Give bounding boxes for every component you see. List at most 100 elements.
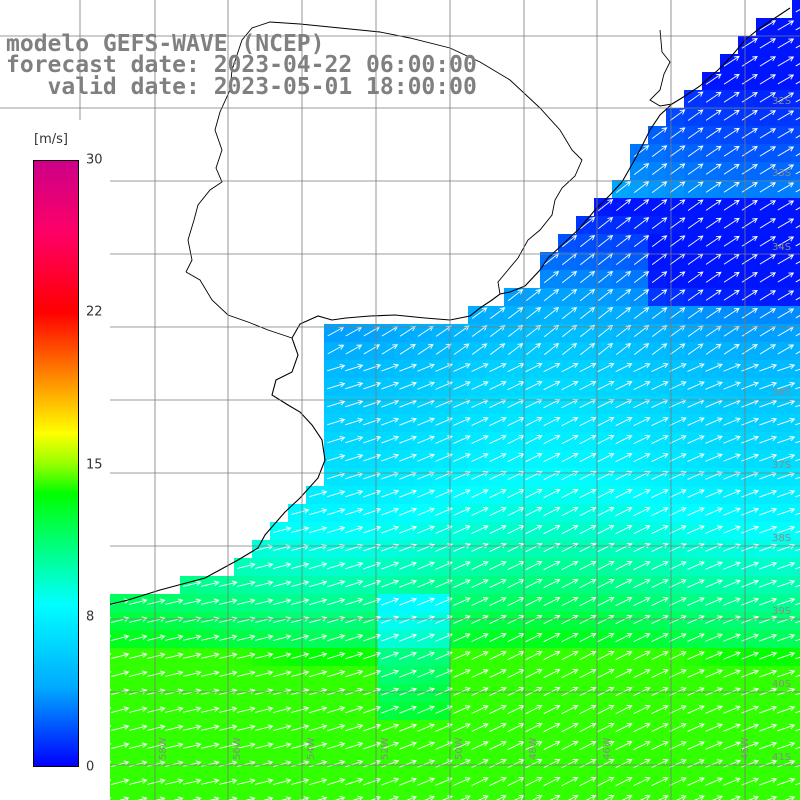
wind-arrow	[345, 777, 364, 786]
wind-arrow	[633, 723, 651, 733]
wind-cell	[792, 0, 800, 19]
wind-arrow	[453, 705, 471, 714]
wind-arrow	[363, 507, 382, 516]
wind-cell	[792, 252, 800, 271]
wind-arrow	[345, 381, 364, 390]
wind-arrow	[399, 489, 418, 498]
wind-arrow	[759, 92, 777, 103]
wind-arrow	[561, 596, 579, 607]
wind-arrow	[687, 381, 705, 390]
wind-arrow	[723, 163, 740, 175]
wind-arrow	[741, 561, 760, 570]
wind-arrow	[489, 363, 507, 372]
wind-arrow	[453, 777, 471, 786]
latitude-label: 41S	[772, 752, 791, 763]
wind-arrow	[155, 796, 166, 800]
wind-arrow	[129, 760, 148, 767]
wind-arrow	[705, 453, 723, 462]
wind-cell	[198, 792, 217, 800]
wind-arrow	[544, 306, 560, 320]
wind-arrow	[111, 652, 130, 659]
wind-arrow	[579, 452, 597, 463]
wind-cell	[162, 792, 181, 800]
wind-arrow	[669, 777, 687, 786]
wind-arrow	[237, 580, 256, 587]
wind-arrow	[633, 759, 651, 769]
wind-arrow	[651, 705, 669, 714]
wind-cell	[684, 792, 703, 800]
wind-arrow	[669, 127, 686, 139]
wind-arrow	[201, 634, 220, 641]
wind-arrow	[399, 723, 418, 732]
wind-arrow	[489, 507, 507, 516]
wind-arrow	[723, 363, 741, 372]
wind-arrow	[598, 342, 614, 356]
wind-cell	[522, 792, 541, 800]
wind-arrow	[687, 579, 705, 588]
wind-arrow	[489, 777, 507, 786]
wind-arrow	[255, 634, 274, 641]
wind-vectors	[3, 9, 800, 800]
wind-arrow	[381, 381, 400, 390]
wind-arrow	[615, 561, 633, 571]
wind-arrow	[525, 579, 543, 589]
wind-arrow	[291, 526, 310, 534]
wind-arrow	[705, 307, 722, 319]
wind-arrow	[615, 777, 633, 787]
wind-arrow	[525, 307, 542, 320]
wind-arrow	[777, 363, 796, 372]
wind-arrow	[580, 342, 596, 356]
wind-arrow	[741, 507, 760, 516]
wind-arrow	[615, 705, 633, 715]
wind-arrow	[129, 724, 148, 731]
latitude-label: 40S	[772, 679, 791, 690]
wind-arrow	[255, 670, 274, 677]
wind-arrow	[651, 307, 668, 319]
wind-arrow	[507, 289, 524, 302]
wind-arrow	[435, 325, 452, 337]
wind-arrow	[165, 598, 184, 605]
wind-arrow	[795, 728, 800, 732]
wind-arrow	[795, 135, 800, 139]
wind-arrow	[453, 669, 471, 678]
wind-arrow	[777, 218, 795, 229]
wind-arrow	[129, 778, 148, 785]
wind-arrow	[723, 597, 741, 606]
wind-arrow	[741, 38, 758, 49]
wind-arrow	[705, 271, 722, 283]
colorbar-tick-30: 30	[86, 152, 103, 168]
wind-arrow	[111, 742, 130, 749]
wind-arrow	[633, 181, 650, 194]
wind-arrow	[525, 669, 543, 679]
wind-arrow	[543, 560, 561, 571]
wind-arrow	[795, 530, 800, 534]
wind-arrow	[543, 398, 561, 409]
wind-arrow	[561, 362, 579, 373]
wind-arrow	[273, 580, 292, 587]
wind-arrow	[777, 489, 796, 498]
wind-arrow	[417, 489, 435, 498]
wind-arrow	[669, 199, 686, 211]
wind-arrow	[399, 705, 418, 714]
wind-arrow	[795, 656, 800, 660]
wind-cell	[792, 18, 800, 37]
wind-arrow	[453, 435, 471, 444]
wind-arrow	[561, 560, 579, 571]
wind-arrow	[777, 182, 795, 193]
wind-arrow	[723, 777, 741, 786]
latitude-label: 33S	[772, 168, 791, 179]
wind-arrow	[669, 217, 686, 229]
wind-cell	[792, 180, 800, 199]
wind-arrow	[580, 324, 596, 338]
wind-arrow	[309, 670, 328, 678]
wind-cell	[792, 432, 800, 451]
wind-arrow	[579, 398, 597, 409]
wind-arrow	[741, 146, 758, 157]
wind-arrow	[562, 342, 578, 356]
wind-cell	[792, 396, 800, 415]
wind-arrow	[759, 525, 778, 534]
forecast-date: forecast date: 2023-04-22 06:00:00	[6, 52, 477, 78]
wind-arrow	[741, 200, 758, 211]
wind-arrow	[489, 381, 507, 390]
wind-arrow	[255, 598, 274, 605]
